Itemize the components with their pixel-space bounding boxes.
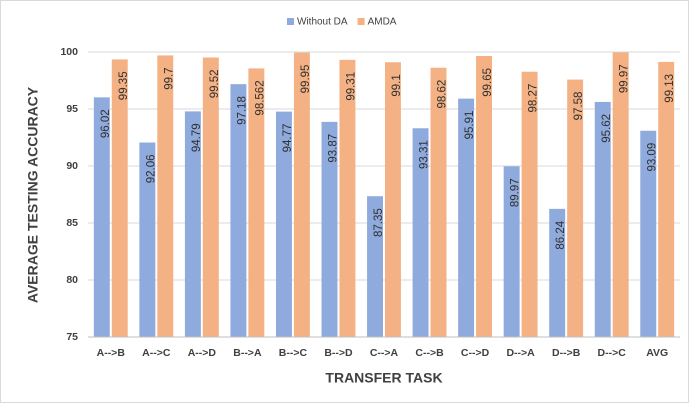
bar [139,142,156,337]
data-label: 94.79 [191,123,203,152]
legend-label: AMDA [368,17,397,28]
data-label: 99.65 [482,68,494,97]
legend-swatch [357,18,365,25]
bar [412,128,429,337]
bar [612,52,629,337]
bar [458,98,475,337]
y-tick-label: 80 [66,274,78,286]
legend-swatch [287,18,294,25]
data-label: 93.09 [646,143,658,172]
y-tick-label: 90 [66,160,78,172]
bar [503,166,520,337]
x-tick-label: D-->C [598,347,627,359]
data-label: 96.02 [100,109,112,138]
data-label: 97.58 [573,92,585,121]
data-label: 98.562 [254,80,266,115]
x-tick-label: D-->B [552,347,581,359]
bar [430,67,447,338]
bar [476,55,493,338]
bar [521,71,538,338]
bar [293,52,310,337]
data-label: 89.97 [510,178,522,207]
y-tick-label: 100 [60,46,78,58]
bar [93,97,110,337]
data-label: 97.18 [236,96,248,125]
data-label: 95.62 [601,114,613,143]
data-label: 99.13 [664,74,676,103]
x-tick-label: B-->A [233,347,262,359]
data-label: 93.87 [328,134,340,163]
data-label: 99.1 [391,74,403,96]
data-label: 98.62 [437,80,449,109]
bar [567,79,584,337]
legend-label: Without DA [297,17,348,28]
data-label: 99.7 [163,67,175,89]
bar [594,101,611,337]
x-tick-label: AVG [646,347,668,359]
data-label: 99.95 [300,65,312,94]
bar [658,61,675,337]
data-label: 86.24 [555,220,567,249]
data-label: 95.91 [464,111,476,140]
bar [549,208,566,337]
data-label: 99.31 [345,72,357,101]
data-label: 93.31 [419,140,431,169]
bar [248,68,265,338]
data-label: 99.52 [209,69,221,98]
data-label: 92.06 [145,155,157,184]
y-tick-label: 85 [66,217,78,229]
y-tick-label: 75 [66,331,78,343]
bar [275,111,292,337]
bar [157,55,174,338]
x-tick-label: C-->A [370,347,399,359]
x-tick-label: A-->B [97,347,126,359]
bar [339,59,356,338]
bar [184,111,201,337]
data-label: 99.35 [118,71,130,100]
y-axis-title: AVERAGE TESTING ACCURACY [25,86,41,303]
x-axis-title: TRANSFER TASK [325,370,442,386]
x-tick-label: D-->A [506,347,535,359]
data-label: 94.77 [282,124,294,153]
x-tick-label: C-->B [415,347,444,359]
y-tick-label: 95 [66,103,78,115]
bar [111,59,128,337]
bar [230,84,247,337]
x-tick-label: C-->D [461,347,490,359]
bar [367,196,383,337]
bar [640,130,657,337]
x-tick-label: B-->C [279,347,308,359]
data-label: 99.97 [619,64,631,93]
data-label: 98.27 [528,84,540,113]
bar [321,121,338,338]
bar [202,57,219,338]
bar [385,62,401,337]
x-tick-label: A-->C [142,347,171,359]
x-tick-label: A-->D [188,347,217,359]
data-label: 87.35 [373,208,385,237]
x-tick-label: B-->D [324,347,353,359]
